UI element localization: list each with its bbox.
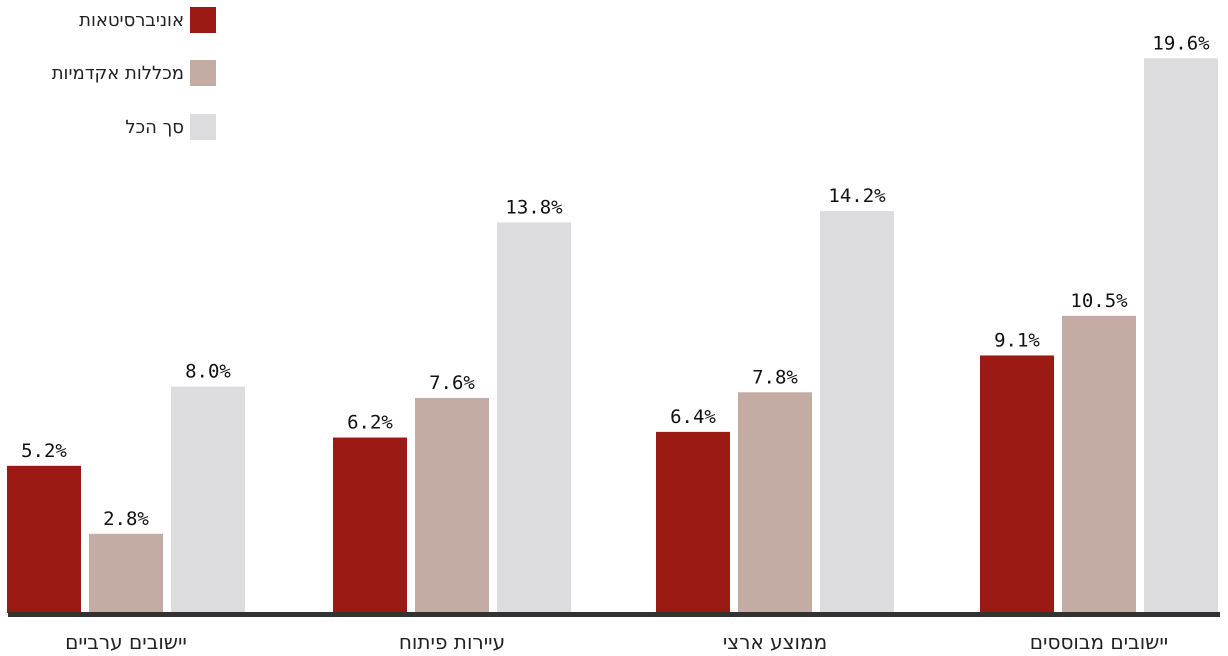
bar-total-2 (820, 211, 894, 613)
bar-universities-2 (656, 431, 730, 613)
bar-universities-1 (333, 437, 407, 613)
value-labels-group: 5.2% 2.8% 8.0% 6.2% 7.6% 13.8% 6.4% 7.8% 14.2% 9.… (21, 32, 1210, 529)
legend-swatch-colleges (190, 60, 216, 86)
value-label-universities-0: 5.2% (21, 440, 67, 462)
category-label-2: ממוצע ארצי (723, 630, 827, 654)
value-label-universities-3: 9.1% (994, 329, 1040, 351)
x-axis-baseline (8, 612, 1220, 617)
value-label-colleges-2: 7.8% (752, 366, 798, 388)
value-label-colleges-3: 10.5% (1070, 290, 1128, 312)
bar-colleges-0 (89, 533, 163, 613)
legend-swatch-total (190, 114, 216, 140)
value-label-colleges-1: 7.6% (429, 372, 475, 394)
bar-total-1 (497, 222, 571, 613)
category-label-1: עיירות פיתוח (399, 630, 505, 654)
bar-colleges-1 (415, 397, 489, 613)
bar-colleges-3 (1062, 315, 1136, 613)
bar-total-3 (1144, 58, 1218, 613)
bar-total-0 (171, 386, 245, 613)
category-label-0: יישובים ערביים (65, 630, 187, 654)
category-labels-group: יישובים ערביים עיירות פיתוח ממוצע ארצי יישו… (65, 630, 1168, 654)
legend-item-colleges: מכללות אקדמיות (52, 60, 216, 86)
legend-label-universities: אוניברסיטאות (79, 9, 184, 31)
category-label-3: יישובים מבוססים (1030, 630, 1169, 654)
value-label-colleges-0: 2.8% (103, 508, 149, 530)
value-label-total-2: 14.2% (828, 185, 886, 207)
bar-colleges-2 (738, 392, 812, 613)
value-label-total-3: 19.6% (1152, 32, 1210, 54)
value-label-universities-2: 6.4% (670, 406, 716, 428)
value-label-total-0: 8.0% (185, 361, 231, 383)
value-label-total-1: 13.8% (505, 196, 563, 218)
bars-group (7, 58, 1218, 613)
legend-label-total: סך הכל (125, 116, 184, 138)
bar-universities-3 (980, 355, 1054, 613)
value-label-universities-1: 6.2% (347, 412, 393, 434)
bar-universities-0 (7, 465, 81, 613)
legend-label-colleges: מכללות אקדמיות (51, 62, 184, 84)
legend-swatch-universities (190, 7, 216, 33)
legend-item-universities: אוניברסיטאות (79, 7, 216, 33)
legend-item-total: סך הכל (125, 114, 216, 140)
